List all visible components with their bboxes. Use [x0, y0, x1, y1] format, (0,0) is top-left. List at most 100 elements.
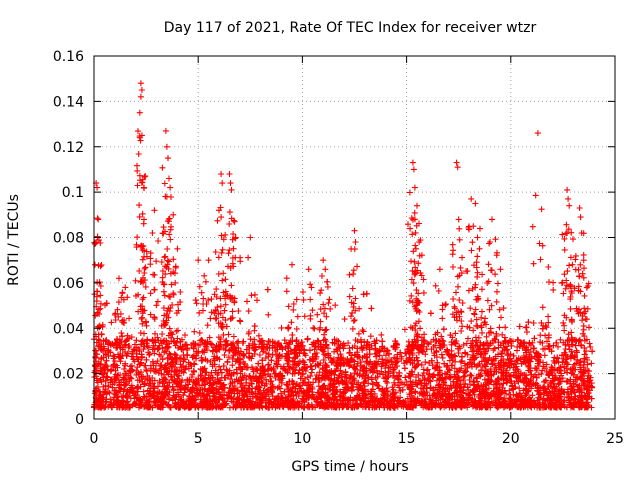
data-point [156, 367, 163, 374]
data-point [414, 357, 421, 364]
data-point [526, 340, 533, 347]
data-point [460, 373, 467, 380]
data-point [492, 355, 499, 362]
data-point [363, 353, 370, 360]
data-point [426, 392, 433, 399]
data-point [427, 310, 434, 317]
data-point [429, 362, 436, 369]
data-point [568, 391, 575, 397]
data-point [433, 377, 440, 384]
data-point [571, 353, 578, 360]
data-point [119, 404, 126, 411]
data-point [499, 331, 506, 338]
data-point [144, 336, 151, 343]
data-point [327, 305, 334, 312]
data-point [443, 363, 450, 370]
data-point [182, 332, 188, 339]
data-point [277, 370, 284, 377]
data-point [493, 364, 500, 371]
data-point [565, 394, 572, 401]
data-point [330, 356, 337, 363]
data-point [498, 390, 505, 396]
data-point [503, 390, 510, 397]
data-point [327, 355, 334, 362]
data-point [225, 372, 232, 379]
data-point [440, 326, 447, 333]
data-point [423, 367, 430, 374]
data-point [481, 362, 488, 369]
data-point [512, 360, 519, 367]
data-point [570, 396, 577, 403]
data-point [283, 350, 290, 357]
data-point [347, 379, 354, 386]
data-point [379, 338, 386, 345]
data-point [413, 374, 419, 380]
data-point [581, 344, 588, 351]
data-point [137, 360, 144, 367]
data-point [265, 351, 272, 358]
data-point [247, 374, 254, 381]
data-point [384, 379, 391, 386]
data-point [221, 307, 228, 314]
data-point [121, 375, 128, 382]
data-point [483, 333, 490, 340]
data-point [523, 344, 530, 351]
data-point [384, 347, 391, 354]
data-point [294, 313, 301, 320]
data-point [351, 358, 358, 365]
data-point [324, 386, 331, 392]
data-point [146, 351, 153, 357]
data-point [582, 367, 589, 374]
data-point [345, 340, 352, 346]
data-point [535, 371, 542, 378]
data-point [441, 379, 448, 386]
data-point [527, 377, 534, 384]
data-point [255, 332, 262, 339]
data-point [504, 352, 511, 359]
data-point [471, 379, 478, 386]
data-point [281, 337, 288, 344]
data-point [539, 367, 546, 374]
data-point [388, 358, 395, 365]
data-point [198, 336, 205, 343]
data-point [147, 380, 154, 387]
data-point [284, 386, 291, 393]
data-point [307, 296, 314, 303]
data-point [307, 347, 313, 354]
data-point [167, 351, 174, 358]
data-point [237, 370, 244, 377]
data-point [418, 402, 425, 409]
data-point [446, 367, 453, 374]
data-point [109, 381, 116, 388]
data-point [460, 341, 467, 348]
data-point [528, 385, 535, 392]
data-point [363, 370, 370, 376]
data-point [456, 374, 462, 381]
data-point [457, 394, 464, 401]
data-point [197, 372, 204, 378]
data-point [451, 365, 458, 372]
data-point [258, 370, 265, 377]
data-point [345, 396, 352, 403]
data-point [587, 343, 594, 350]
data-point [176, 355, 183, 362]
data-point [446, 374, 453, 381]
data-point [462, 362, 469, 369]
data-point [221, 352, 228, 359]
data-point [267, 378, 274, 385]
data-point [586, 340, 593, 347]
data-point [148, 365, 155, 372]
data-point [571, 404, 577, 411]
data-point [280, 365, 286, 372]
data-point [359, 327, 366, 334]
data-point [584, 390, 591, 397]
data-point [256, 352, 263, 358]
data-point [382, 369, 389, 376]
data-point [555, 343, 561, 350]
data-point [145, 344, 152, 351]
data-point [213, 354, 220, 361]
data-point [133, 371, 140, 378]
data-point [544, 338, 550, 345]
data-point [117, 358, 124, 365]
data-point [254, 297, 260, 304]
